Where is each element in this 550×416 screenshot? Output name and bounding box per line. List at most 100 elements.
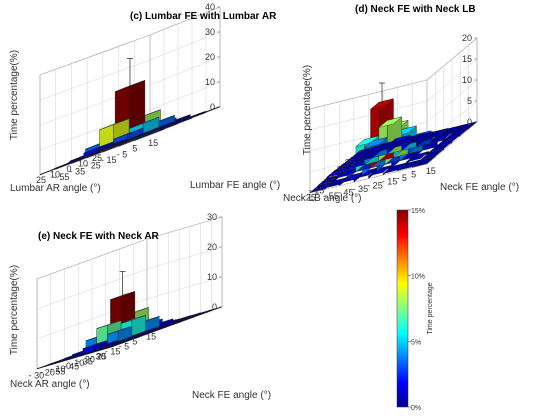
y-tick-label: 15 bbox=[146, 332, 156, 342]
x-tick-label: 20 bbox=[85, 355, 95, 365]
z-tick-label: 10 bbox=[462, 75, 472, 85]
x-tick-label: - 10 bbox=[50, 364, 66, 374]
bar-face-top bbox=[96, 320, 122, 329]
z-axis-label: Time percentage(%) bbox=[302, 65, 313, 155]
colorbar-tick-label: 0% bbox=[411, 405, 421, 412]
bar-face-top bbox=[318, 174, 342, 186]
bar-face-top bbox=[424, 128, 448, 140]
y-tick-label: - 25 bbox=[91, 352, 107, 362]
chart-title: (e) Neck FE with Neck AR bbox=[38, 231, 160, 242]
error-bar bbox=[119, 271, 126, 296]
bar-face-top bbox=[439, 125, 463, 136]
x-tick-label: 10 bbox=[74, 358, 84, 368]
bar-face-top bbox=[83, 141, 114, 154]
y-tick-label: 5 bbox=[132, 144, 137, 154]
y-tick-label: - 25 bbox=[85, 161, 101, 171]
z-tick-label: 0 bbox=[467, 117, 472, 127]
z-tick-labels: 0 10 20 30 40 bbox=[205, 2, 220, 112]
y-tick-labels: 15 5- 5- 15- 25- 35- 45- 55 bbox=[50, 332, 156, 377]
y-tick-label: - 5 bbox=[396, 173, 407, 183]
z-tick-label: 15 bbox=[462, 54, 472, 64]
bar-25_15 bbox=[95, 140, 126, 153]
x-tick-label: - 5 bbox=[320, 179, 331, 189]
x-tick-label: 15 bbox=[336, 165, 346, 175]
bar-face-top bbox=[82, 340, 108, 349]
y-tick-label: - 5 bbox=[119, 342, 130, 352]
z-tick-label: 10 bbox=[207, 272, 217, 282]
z-tick-label: 20 bbox=[462, 33, 472, 43]
colorbar-tick-label: 15% bbox=[411, 208, 425, 215]
z-tick-label: 20 bbox=[207, 242, 217, 252]
z-tick-labels: 0 10 20 30 bbox=[207, 212, 222, 312]
bar-face-top bbox=[131, 327, 157, 337]
bar-face-top bbox=[69, 350, 94, 359]
y-axis-label: Lumbar FE angle (°) bbox=[190, 180, 280, 191]
z-tick-label: 0 bbox=[210, 102, 215, 112]
y-tick-label: - 55 bbox=[323, 191, 339, 201]
bar--25_15 bbox=[309, 181, 334, 194]
panel-c: 0 10 20 30 40 25 10 0 10 25 15 5 - 5- 15- 25- 35- 55… bbox=[9, 2, 280, 194]
colorbar-gradient bbox=[396, 209, 409, 408]
y-tick-label: 15 bbox=[426, 166, 436, 176]
x-tick-label: 25 bbox=[345, 158, 355, 168]
x-tick-label: 10 bbox=[78, 158, 88, 168]
bar-10_-5 bbox=[113, 127, 144, 148]
y-tick-label: 5 bbox=[132, 337, 137, 347]
y-tick-label: - 25 bbox=[367, 180, 383, 190]
y-tick-label: - 35 bbox=[70, 166, 86, 176]
bar-face-top bbox=[129, 117, 159, 129]
chart-title: (d) Neck FE with Neck LB bbox=[355, 4, 476, 15]
y-tick-label: - 55 bbox=[54, 172, 70, 182]
chart-title: (c) Lumbar FE with Lumbar AR bbox=[130, 11, 277, 22]
colorbar-label: Time percentage bbox=[427, 282, 434, 334]
z-tick-labels: 0 5 10 15 20 bbox=[462, 33, 477, 127]
z-tick-label: 10 bbox=[205, 77, 215, 87]
bar-face-top bbox=[101, 341, 126, 350]
z-tick-label: 30 bbox=[207, 212, 217, 222]
z-axis-label: Time percentage(%) bbox=[9, 265, 20, 355]
colorbar: 15% 10% 5% 0% Time percentage bbox=[396, 208, 434, 412]
y-tick-label: - 55 bbox=[50, 367, 66, 377]
bar-face-top bbox=[410, 131, 434, 143]
bar-30_15 bbox=[101, 341, 126, 351]
bar-face-top bbox=[397, 159, 421, 171]
x-axis-label: Neck AR angle (°) bbox=[10, 379, 90, 390]
x-tick-label: 10 bbox=[50, 170, 60, 180]
x-tick-label: 0 bbox=[66, 164, 71, 174]
bar-10_-5 bbox=[107, 326, 132, 347]
y-tick-label: - 5 bbox=[117, 149, 128, 159]
y-tick-label: - 15 bbox=[382, 177, 398, 187]
bar--5_-55 bbox=[428, 141, 453, 154]
bar-face-top bbox=[351, 146, 375, 158]
bars bbox=[36, 291, 223, 370]
error-bar bbox=[379, 82, 386, 105]
bar--25_-15 bbox=[353, 167, 377, 183]
y-axis-label: Neck FE angle (°) bbox=[440, 182, 519, 193]
bar--25_-55 bbox=[412, 156, 436, 168]
bar-face-top bbox=[420, 149, 444, 160]
error-bar bbox=[127, 58, 133, 86]
bar-face-top bbox=[378, 116, 402, 128]
x-tick-label: - 25 bbox=[300, 193, 316, 203]
bar-face-top bbox=[79, 347, 105, 356]
y-tick-label: - 35 bbox=[77, 357, 93, 367]
bar-face-top bbox=[97, 138, 128, 151]
y-tick-label: - 15 bbox=[101, 155, 117, 165]
x-axis-label: Neck LB angle (°) bbox=[283, 193, 361, 204]
x-tick-label: - 30 bbox=[29, 370, 45, 380]
x-tick-label: 25 bbox=[92, 153, 102, 163]
x-tick-label: - 20 bbox=[39, 367, 55, 377]
bar-face-top bbox=[104, 339, 129, 348]
y-tick-labels: 15 5 - 5- 15- 25- 35- 55 bbox=[54, 138, 158, 182]
colorbar-tick-label: 10% bbox=[411, 274, 425, 281]
z-tick-label: 0 bbox=[212, 302, 217, 312]
bar-face-top bbox=[118, 333, 143, 342]
z-tick-label: 30 bbox=[205, 27, 215, 37]
bar-face-top bbox=[128, 331, 154, 340]
z-tick-label: 5 bbox=[467, 96, 472, 106]
x-tick-label: - 15 bbox=[309, 186, 325, 196]
x-tick-label: 0 bbox=[66, 361, 71, 371]
